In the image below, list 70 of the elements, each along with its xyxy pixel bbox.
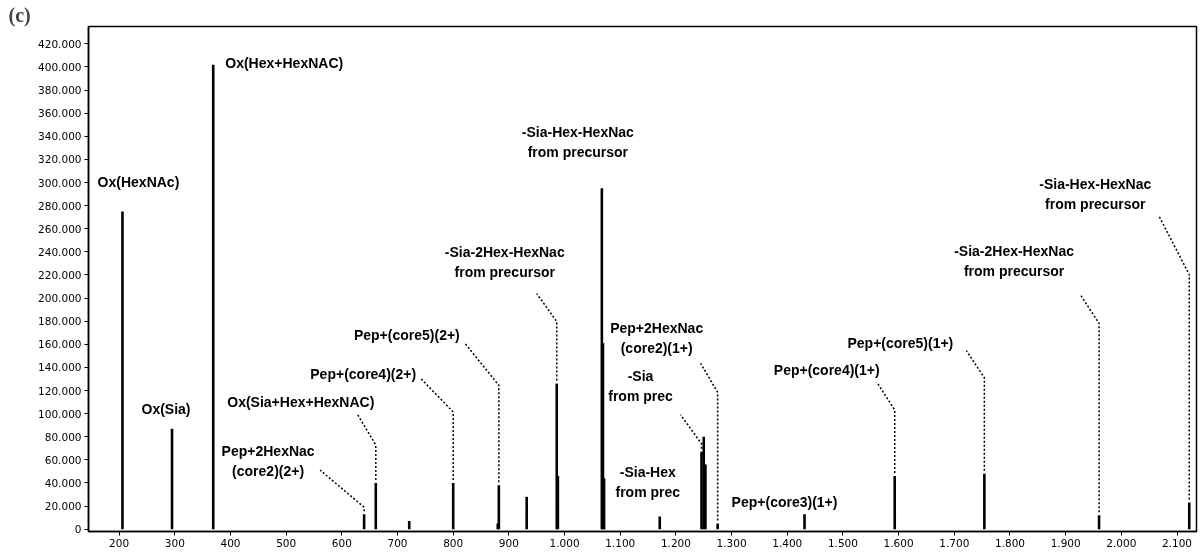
annotation: -Sia-Hex from prec — [615, 464, 681, 501]
bar — [121, 211, 124, 530]
annotation: Pep+(core3)(1+) — [731, 494, 838, 511]
x-tick-label: 2.000 — [1106, 536, 1137, 549]
annotation: Pep+(core4)(1+) — [773, 362, 880, 379]
x-tick-label: 1.800 — [994, 536, 1026, 549]
x-tick-label: 1.100 — [605, 536, 636, 549]
x-tick-label: 300 — [164, 536, 185, 549]
annotation: Ox(Hex+HexNAC) — [225, 54, 344, 71]
y-tick-label: 280.000 — [38, 199, 82, 212]
y-tick-label: 360.000 — [38, 107, 82, 120]
bar — [1187, 502, 1191, 530]
bar — [525, 496, 528, 530]
bar — [803, 514, 806, 530]
y-tick-label: 300.000 — [38, 176, 82, 189]
x-tick-label: 400 — [220, 536, 241, 549]
x-tick-label: 2.100 — [1161, 536, 1193, 549]
y-tick-label: 220.000 — [38, 268, 82, 281]
x-tick-label: 1.400 — [772, 536, 803, 549]
x-tick-label: 1.300 — [716, 536, 747, 549]
y-tick-label: 140.000 — [38, 361, 82, 374]
y-tick-label: 180.000 — [38, 315, 82, 328]
bar — [893, 476, 897, 530]
x-tick-label: 200 — [109, 536, 130, 549]
x-tick-label: 700 — [387, 536, 408, 549]
bar — [658, 516, 662, 530]
annotation: Pep+2HexNac (core2)(2+) — [221, 443, 315, 480]
y-tick-label: 260.000 — [38, 222, 82, 235]
y-tick-label: 240.000 — [38, 245, 82, 258]
y-tick-label: 200.000 — [38, 292, 82, 305]
annotation: -Sia-Hex-HexNac from precursor — [521, 124, 635, 161]
bar — [407, 521, 411, 530]
y-tick-label: 0 — [74, 523, 82, 536]
x-tick-label: 1.900 — [1050, 536, 1081, 549]
x-tick-label: 1.000 — [549, 536, 580, 549]
annotation: Ox(Sia) — [141, 400, 191, 417]
y-tick-label: 340.000 — [38, 130, 82, 143]
annotation: -Sia-2Hex-HexNac from precursor — [444, 243, 565, 280]
bar — [211, 64, 215, 530]
annotation: -Sia from prec — [608, 367, 674, 404]
x-tick-label: 1.500 — [827, 536, 858, 549]
x-tick-label: 1.200 — [660, 536, 691, 549]
x-tick-label: 900 — [498, 536, 519, 549]
y-tick-label: 120.000 — [38, 384, 82, 397]
y-tick-label: 320.000 — [38, 153, 82, 166]
annotation: Pep+(core5)(1+) — [847, 334, 954, 351]
annotation: Pep+(core5)(2+) — [353, 327, 460, 344]
annotation: -Sia-2Hex-HexNac from precursor — [954, 243, 1075, 280]
y-tick-label: 100.000 — [38, 407, 82, 420]
x-tick-label: 800 — [443, 536, 464, 549]
y-tick-label: 400.000 — [38, 60, 82, 73]
x-tick-label: 600 — [331, 536, 352, 549]
y-tick-label: 420.000 — [38, 37, 82, 50]
x-tick-label: 500 — [276, 536, 297, 549]
chart-title: (c) — [8, 3, 31, 27]
y-tick-label: 160.000 — [38, 338, 82, 351]
x-tick-label: 1.600 — [883, 536, 914, 549]
bar — [983, 473, 986, 530]
annotation: Pep+(core4)(2+) — [310, 365, 417, 382]
y-tick-label: 40.000 — [44, 476, 82, 489]
y-tick-label: 380.000 — [38, 84, 82, 97]
annotation: -Sia-Hex-HexNac from precursor — [1039, 175, 1152, 212]
x-tick-label: 1.700 — [939, 536, 970, 549]
bar — [716, 523, 719, 530]
y-tick-label: 60.000 — [44, 453, 82, 466]
y-tick-label: 20.000 — [44, 500, 82, 513]
y-tick-label: 80.000 — [44, 430, 82, 443]
annotation: Ox(HexNAc) — [97, 174, 180, 191]
annotation: Pep+2HexNac (core2)(1+) — [610, 320, 704, 357]
annotation: Ox(Sia+Hex+HexNAC) — [227, 393, 375, 410]
